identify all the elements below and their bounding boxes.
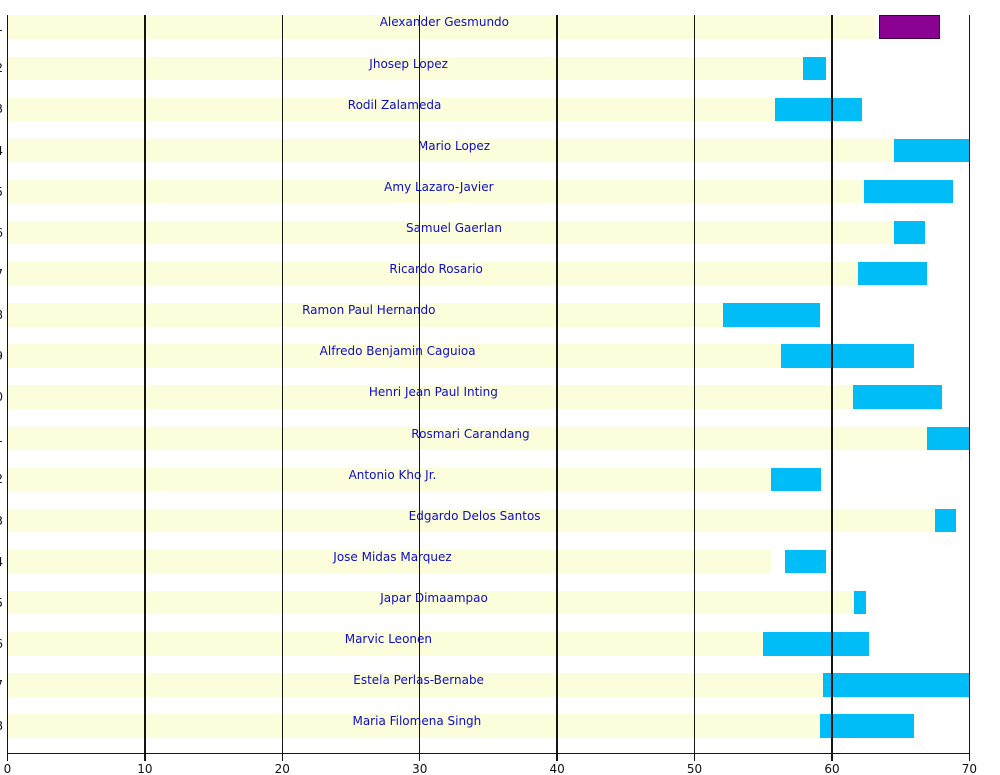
- label-band: Rodil Zalameda: [8, 97, 775, 122]
- y-tick-label: 17: [0, 678, 3, 692]
- tenure-bar: [863, 179, 953, 204]
- y-tick-label: 18: [0, 719, 3, 733]
- tenure-bar: [893, 138, 970, 163]
- justice-name-label: Henri Jean Paul Inting: [368, 385, 498, 400]
- y-tick-label: 14: [0, 555, 3, 569]
- gridline-x-60: [831, 14, 833, 761]
- tenure-bar: [785, 549, 826, 574]
- tenure-bar: [723, 303, 820, 327]
- tenure-bar: [935, 508, 957, 533]
- y-tick-label: 3: [0, 102, 3, 116]
- justice-name-label: Ricardo Rosario: [389, 262, 483, 277]
- tenure-bar: [819, 714, 915, 738]
- y-tick-label: 15: [0, 596, 3, 610]
- tenure-bar: [770, 467, 821, 492]
- justice-name-label: Mario Lopez: [417, 138, 491, 153]
- y-tick-label: 1: [0, 20, 3, 34]
- label-band: Amy Lazaro-Javier: [8, 179, 864, 204]
- tenure-bar: [781, 344, 914, 368]
- label-band: Samuel Gaerlan: [8, 220, 894, 245]
- tenure-bar: [803, 56, 826, 80]
- y-tick-label: 2: [0, 61, 3, 75]
- justice-name-label: Amy Lazaro-Javier: [384, 179, 494, 194]
- tenure-bar: [926, 426, 970, 450]
- justice-name-label: Rosmari Carandang: [411, 426, 530, 441]
- label-band: Alfredo Benjamin Caguioa: [8, 344, 782, 368]
- justice-name-label: Maria Filomena Singh: [352, 714, 482, 729]
- y-tick-label: 9: [0, 349, 3, 363]
- label-band: Marvic Leonen: [8, 632, 763, 656]
- label-band: Jose Midas Marquez: [8, 549, 771, 574]
- label-band: Henri Jean Paul Inting: [8, 385, 853, 409]
- justice-name-label: Rodil Zalameda: [347, 97, 442, 112]
- y-tick-label: 16: [0, 637, 3, 651]
- x-tick-label: 30: [412, 761, 428, 775]
- label-band: Antonio Kho Jr.: [8, 467, 771, 492]
- justice-name-label: Japar Dimaampao: [380, 591, 488, 605]
- y-tick-label: 12: [0, 472, 3, 486]
- y-tick-label: 11: [0, 431, 3, 445]
- justice-name-label: Jose Midas Marquez: [333, 549, 452, 564]
- label-band: Edgardo Delos Santos: [8, 508, 936, 533]
- y-tick-label: 5: [0, 185, 3, 199]
- x-tick-label: 0: [3, 761, 12, 775]
- gridline-x-70: [968, 14, 971, 761]
- label-band: Jhosep Lopez: [8, 56, 804, 80]
- tenure-bar: [893, 220, 926, 245]
- y-tick-label: 7: [0, 267, 3, 281]
- justice-name-label: Jhosep Lopez: [369, 56, 448, 71]
- justice-name-label: Edgardo Delos Santos: [408, 508, 541, 523]
- gridline-x-10: [144, 14, 146, 761]
- x-tick-label: 10: [137, 761, 153, 775]
- justice-name-label: Antonio Kho Jr.: [348, 467, 437, 482]
- tenure-bar: [878, 15, 940, 39]
- justice-name-label: Alexander Gesmundo: [379, 15, 510, 30]
- gridline-x-30: [418, 14, 421, 761]
- x-tick-label: 70: [961, 761, 978, 775]
- tenure-bar: [853, 591, 866, 615]
- y-tick-label: 4: [0, 144, 3, 158]
- x-tick-label: 40: [549, 761, 565, 775]
- gridline-x-50: [693, 14, 696, 761]
- justice-name-label: Ramon Paul Hernando: [302, 303, 436, 318]
- label-band: Rosmari Carandang: [8, 426, 927, 450]
- tenure-bar: [858, 262, 927, 286]
- justice-name-label: Estela Perlas-Bernabe: [353, 673, 484, 688]
- gridline-x-0: [6, 14, 9, 761]
- justice-name-label: Samuel Gaerlan: [405, 220, 503, 235]
- label-band: Ricardo Rosario: [8, 262, 859, 286]
- tenure-bar: [762, 632, 870, 656]
- tenure-bar: [852, 385, 942, 409]
- y-tick-label: 6: [0, 226, 3, 240]
- gridline-x-40: [556, 14, 558, 761]
- label-band: Mario Lopez: [8, 138, 894, 163]
- x-tick-label: 50: [686, 761, 703, 775]
- label-band: Japar Dimaampao: [8, 591, 854, 615]
- x-axis-line: [6, 752, 971, 755]
- label-band: Alexander Gesmundo: [8, 15, 875, 39]
- tenure-bar: [823, 673, 970, 697]
- y-tick-label: 10: [0, 390, 3, 404]
- gridline-x-20: [281, 14, 284, 761]
- label-band: Maria Filomena Singh: [8, 714, 820, 738]
- x-tick-label: 60: [824, 761, 840, 775]
- justice-name-label: Alfredo Benjamin Caguioa: [319, 344, 476, 359]
- x-tick-label: 20: [274, 761, 290, 775]
- y-tick-label: 13: [0, 514, 3, 528]
- y-tick-label: 8: [0, 308, 3, 322]
- label-band: Ramon Paul Hernando: [8, 303, 724, 327]
- label-band: Estela Perlas-Bernabe: [8, 673, 824, 697]
- tenure-bar: [774, 97, 862, 122]
- justice-name-label: Marvic Leonen: [344, 632, 432, 647]
